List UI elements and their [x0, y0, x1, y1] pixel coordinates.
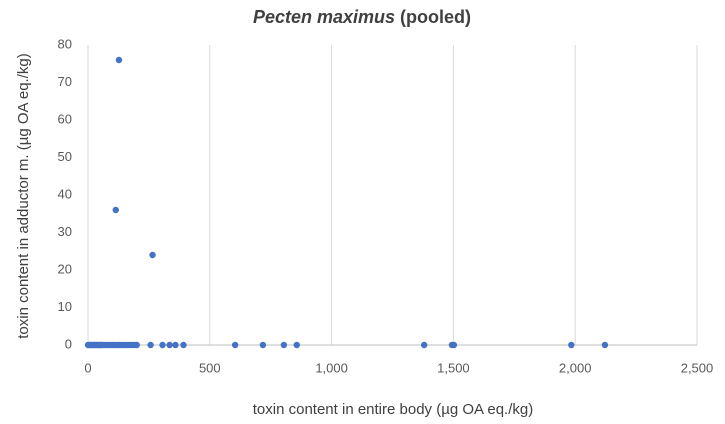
point	[166, 341, 173, 349]
point	[231, 341, 239, 349]
x-tick-label: 500	[199, 360, 221, 375]
y-tick-label: 60	[58, 111, 72, 126]
point	[112, 206, 119, 214]
y-axis-title: toxin content in adductor m. (µg OA eq./…	[15, 53, 32, 338]
y-tick-label: 20	[58, 261, 72, 276]
y-tick-label: 70	[58, 74, 72, 89]
title-species: Pecten maximus	[253, 7, 395, 27]
point	[259, 341, 267, 349]
y-tick-label: 80	[58, 36, 72, 51]
y-tick-label: 30	[58, 224, 72, 239]
point	[420, 341, 428, 349]
point	[133, 341, 140, 349]
point	[568, 341, 575, 349]
point	[601, 341, 609, 349]
point	[147, 341, 154, 349]
x-tick-label: 1,000	[315, 360, 348, 375]
y-tick-label: 0	[65, 336, 72, 351]
x-axis-title: toxin content in entire body (µg OA eq./…	[253, 401, 533, 418]
point	[180, 341, 187, 349]
point	[159, 341, 166, 349]
x-tick-label: 2,500	[681, 360, 714, 375]
point	[293, 341, 300, 349]
y-tick-label: 40	[58, 186, 72, 201]
point	[450, 341, 458, 349]
y-tick-label: 50	[58, 149, 72, 164]
x-tick-label: 0	[84, 360, 91, 375]
y-tick-label: 10	[58, 299, 72, 314]
title-note: (pooled)	[400, 7, 471, 27]
x-tick-label: 1,500	[437, 360, 470, 375]
point	[149, 251, 156, 259]
point	[280, 341, 288, 349]
point	[172, 341, 179, 349]
point	[115, 56, 123, 64]
x-tick-label: 2,000	[559, 360, 592, 375]
chart-title: Pecten maximus (pooled)	[253, 7, 471, 27]
